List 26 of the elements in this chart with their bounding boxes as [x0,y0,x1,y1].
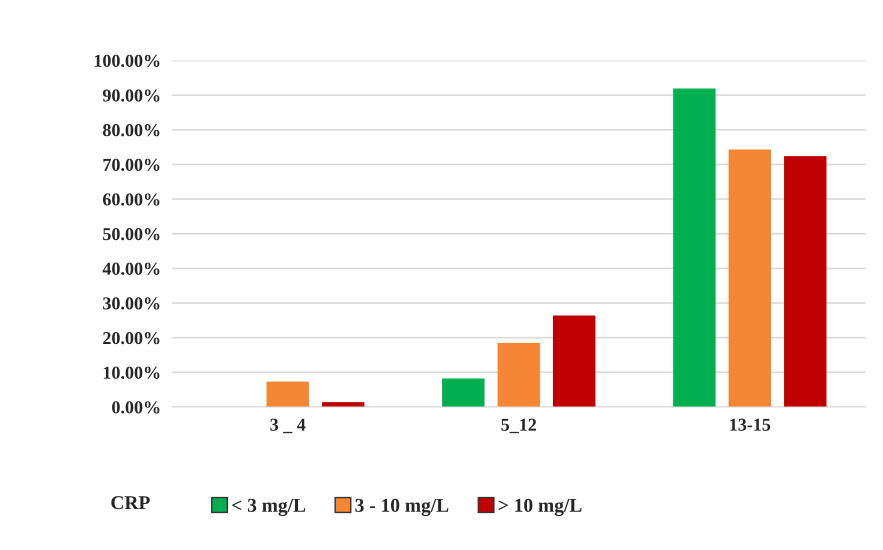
y-tick-label: 60.00% [103,193,160,206]
y-tick-label: 80.00% [102,124,160,136]
y-tick-label: 20.00% [103,332,160,344]
x-tick-label: 5_12 [501,418,536,434]
y-tick-label: 40.00% [102,262,160,275]
bar [498,342,540,407]
y-tick-label: 50.00% [103,228,160,240]
bar [266,382,309,407]
y-tick-label: 70.00% [103,158,160,171]
bar [784,156,826,407]
y-tick-label: 90.00% [102,89,160,102]
x-tick-label: 13-15 [730,418,770,431]
x-tick-label: 3 _ 4 [270,418,306,434]
legend-label: > 10 mg/L [498,498,582,516]
y-tick-label: 100.00% [94,54,160,68]
bar [673,88,716,407]
legend-title: CRP [111,496,150,510]
legend-label: 3 - 10 mg/L [355,498,448,516]
bar [442,378,485,407]
bar [728,149,772,407]
legend-label: < 3 mg/L [232,498,306,516]
y-tick-label: 30.00% [103,297,160,310]
bar [322,402,364,407]
bar [553,315,596,407]
y-tick-label: 10.00% [104,366,160,379]
y-tick-label: 0.00% [112,401,160,414]
